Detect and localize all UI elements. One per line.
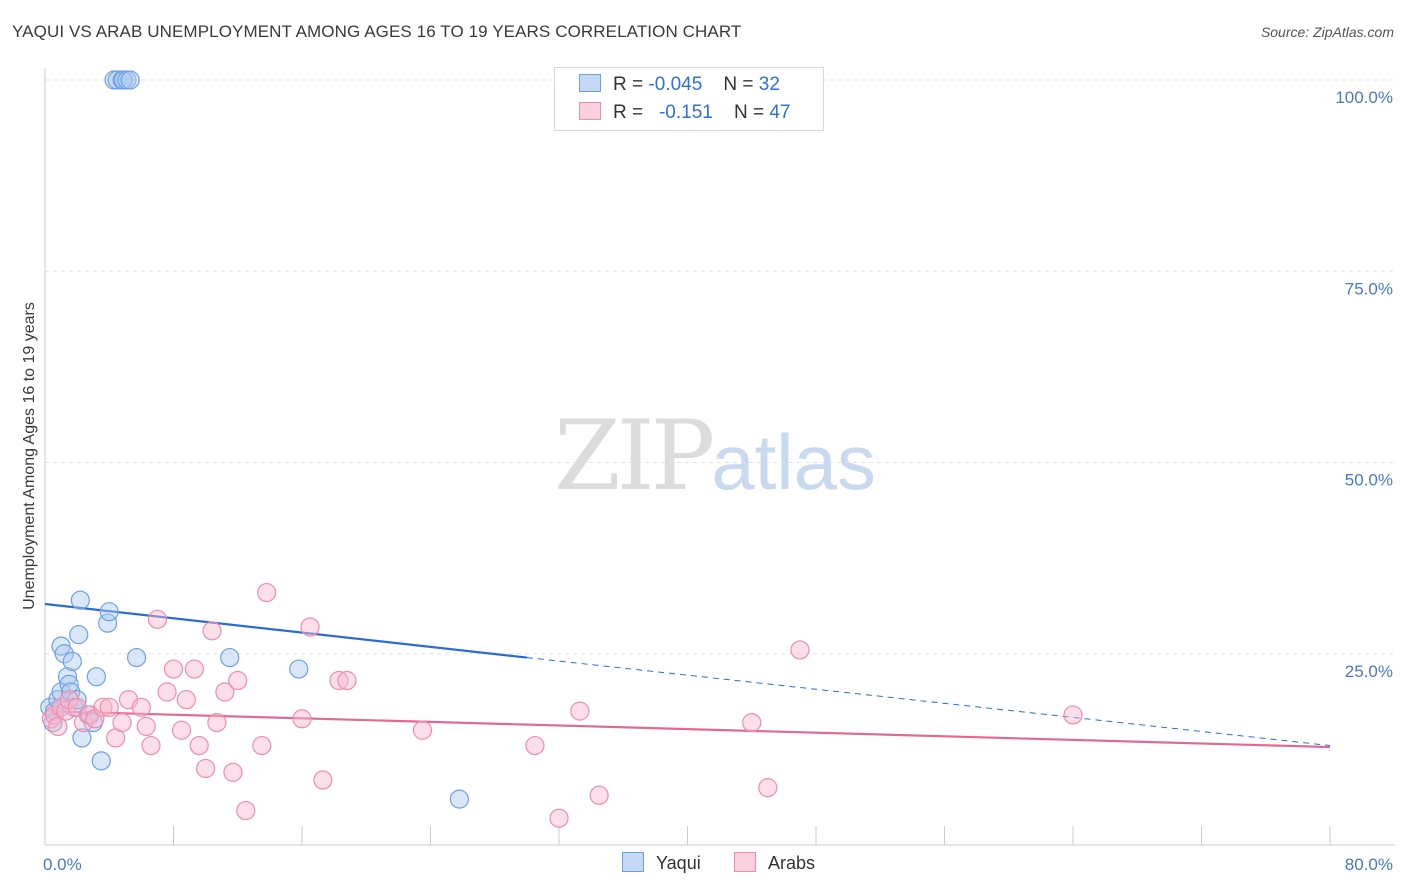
legend-row-arabs: R = -0.151 N = 47 <box>579 102 790 124</box>
arabs-point <box>112 712 132 733</box>
data-points <box>40 70 1083 828</box>
arabs-point <box>329 670 349 691</box>
arabs-point <box>73 712 94 733</box>
arabs-point <box>570 701 590 721</box>
yaqui-trend-extension <box>526 657 1331 747</box>
arabs-point <box>171 720 192 740</box>
legend-swatch-arabs <box>734 852 756 872</box>
arabs-point <box>93 697 113 717</box>
arabs-point <box>742 712 762 733</box>
yaqui-point <box>69 625 89 645</box>
legend-row-yaqui: R = -0.045 N = 32 <box>579 74 780 96</box>
arabs-point <box>313 770 333 790</box>
arabs-point <box>257 582 277 603</box>
yaqui-trend-line <box>44 602 527 659</box>
arabs-point <box>85 709 105 729</box>
arabs-point <box>1063 705 1083 725</box>
arabs-point <box>176 690 196 710</box>
legend-n-value: 32 <box>758 74 780 95</box>
arabs-point <box>56 701 76 721</box>
yaqui-point <box>86 667 107 687</box>
arabs-point <box>59 690 79 710</box>
yaqui-point <box>289 659 309 679</box>
arabs-point <box>236 800 256 821</box>
legend-n-value: 47 <box>769 102 791 123</box>
yaqui-point <box>99 602 119 622</box>
legend-swatch-yaqui <box>622 852 644 872</box>
arabs-point <box>252 735 272 756</box>
arabs-point <box>223 762 243 782</box>
yaqui-point <box>120 70 140 90</box>
legend-swatch-arabs <box>579 102 601 120</box>
arabs-point <box>189 735 209 756</box>
arabs-point <box>525 735 545 756</box>
arabs-point <box>589 785 609 805</box>
source-label: Source: ZipAtlas.com <box>1260 24 1394 40</box>
arabs-point <box>202 621 222 641</box>
yaqui-point <box>57 667 78 687</box>
x-tick-label: 0.0% <box>43 855 82 874</box>
legend-r-label: R = <box>613 102 644 123</box>
arabs-point <box>196 758 216 779</box>
yaqui-point <box>67 690 87 710</box>
legend-n-label: N = <box>733 102 765 123</box>
arabs-point <box>45 705 65 725</box>
yaqui-point <box>72 728 92 748</box>
arabs-point <box>300 617 320 637</box>
legend-item-arabs: Arabs <box>734 852 815 874</box>
y-tick-label: 50.0% <box>1345 471 1393 490</box>
chart-title: YAQUI VS ARAB UNEMPLOYMENT AMONG AGES 16… <box>12 22 742 41</box>
legend-r-value: -0.045 <box>648 74 703 95</box>
arabs-point <box>136 716 156 737</box>
arabs-point <box>147 609 168 629</box>
yaqui-point <box>126 647 147 668</box>
tick-labels: 25.0% 50.0% 75.0% 100.0% 0.0% 80.0% <box>43 88 1393 874</box>
arabs-point <box>184 659 204 679</box>
trend-lines <box>44 602 1331 749</box>
arabs-point <box>141 735 161 756</box>
legend-swatch-yaqui <box>579 74 601 92</box>
yaqui-point <box>91 751 111 771</box>
arabs-point <box>549 808 569 828</box>
arabs-point <box>99 697 119 717</box>
yaqui-point <box>70 590 90 610</box>
yaqui-point <box>54 644 74 664</box>
arabs-point <box>412 720 433 740</box>
legend-label-arabs: Arabs <box>768 853 816 873</box>
arabs-point <box>48 716 68 737</box>
arabs-point <box>131 697 151 717</box>
arabs-point <box>790 640 810 660</box>
y-tick-label: 25.0% <box>1345 662 1393 681</box>
legend-label-yaqui: Yaqui <box>656 853 701 873</box>
legend-n-label: N = <box>723 74 754 95</box>
arabs-point <box>207 712 227 733</box>
arabs-point <box>228 670 248 691</box>
y-tick-label: 100.0% <box>1335 88 1393 107</box>
yaqui-point <box>59 674 79 694</box>
arabs-point <box>758 778 778 798</box>
yaqui-point <box>62 651 82 672</box>
watermark-zip: ZIP <box>554 400 715 512</box>
y-tick-label: 75.0% <box>1345 279 1393 298</box>
stats-legend: R = -0.045 N = 32 R = -0.151 N = 47 <box>554 67 824 131</box>
grid-lines <box>45 79 1395 655</box>
x-tick-label: 80.0% <box>1345 855 1393 874</box>
arabs-point <box>215 682 235 702</box>
legend-r-label: R = <box>613 74 644 95</box>
axes <box>44 68 1395 846</box>
yaqui-point <box>220 647 240 668</box>
legend-item-yaqui: Yaqui <box>622 852 701 874</box>
arabs-point <box>292 709 312 729</box>
arabs-point <box>163 659 184 679</box>
legend-r-value: -0.151 <box>658 102 713 123</box>
yaqui-point <box>449 789 470 809</box>
arabs-trend-line <box>44 710 1331 749</box>
arabs-point <box>337 670 357 691</box>
arabs-point <box>157 682 177 702</box>
